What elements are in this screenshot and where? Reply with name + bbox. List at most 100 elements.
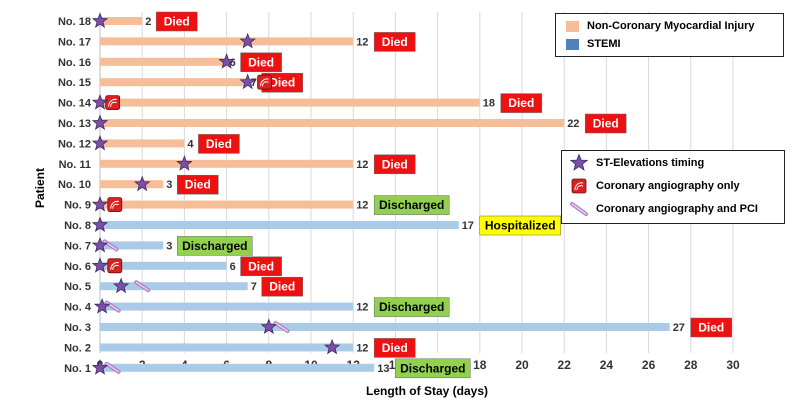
stay-bar: [100, 159, 354, 168]
stay-value-label: 18: [483, 98, 495, 110]
patient-row: No. 17 12 Died: [58, 32, 416, 52]
patient-row: No. 1 13 Discharged: [64, 358, 471, 379]
legend-label-non-coronary: Non-Coronary Myocardial Injury: [587, 20, 755, 32]
stay-value-label: 3: [166, 179, 172, 191]
patient-label: No. 16: [58, 57, 91, 69]
stay-bar: [100, 302, 354, 311]
outcome-badge: [395, 358, 471, 379]
star-icon: [218, 53, 235, 69]
stay-bar: [100, 78, 248, 87]
patient-row: No. 16 6 Died: [58, 52, 282, 73]
stay-value-label: 13: [377, 363, 389, 375]
outcome-label: Died: [269, 76, 295, 90]
stay-bar: [100, 180, 164, 189]
x-tick-label: 30: [726, 358, 740, 372]
y-axis-title: Patient: [33, 168, 47, 208]
patient-label: No. 7: [64, 240, 91, 252]
outcome-badge: [584, 113, 627, 134]
star-icon: [323, 338, 341, 355]
patient-row: No. 7 3 Discharged: [64, 236, 253, 256]
x-tick-label: 24: [600, 358, 614, 372]
stay-value-label: 7: [251, 77, 257, 89]
outcome-badge: [198, 134, 240, 154]
patient-row: No. 6 6 Died: [64, 256, 282, 277]
outcome-label: Died: [382, 35, 408, 49]
outcome-badge: [479, 215, 561, 236]
stay-value-label: 3: [166, 240, 172, 252]
patient-label: No. 8: [64, 220, 91, 232]
outcome-label: Died: [248, 55, 274, 69]
legend-item-angiography: Coronary angiography only: [566, 177, 740, 195]
star-icon: [91, 114, 109, 130]
legend-label-angiography: Coronary angiography only: [596, 180, 740, 192]
legend-item-st-elevation: ST-Elevations timing: [566, 154, 704, 172]
star-icon: [176, 155, 193, 171]
stay-bar: [100, 200, 354, 209]
star-icon: [239, 73, 256, 90]
outcome-label: Died: [248, 259, 274, 273]
outcome-label: Died: [382, 341, 408, 355]
star-icon: [91, 236, 109, 253]
outcome-badge: [373, 195, 450, 215]
outcome-label: Died: [185, 178, 211, 192]
star-icon: [260, 318, 278, 334]
angiography-icon-mark: [110, 200, 119, 209]
outcome-badge: [240, 256, 282, 277]
patient-row: No. 11 12 Died: [59, 154, 416, 175]
patient-row: No. 14 18 Died: [58, 93, 543, 113]
stay-value-label: 12: [356, 200, 368, 212]
angiography-icon-mark: [110, 262, 119, 270]
angiography-icon-mark: [260, 78, 269, 87]
outcome-label: Died: [698, 321, 724, 335]
outcome-badge: [373, 338, 416, 358]
outcome-label: Died: [269, 280, 295, 294]
patient-label: No. 6: [64, 261, 91, 273]
stay-bar: [100, 261, 227, 270]
star-icon: [91, 12, 109, 28]
group-legend: Non-Coronary Myocardial Injury STEMI: [555, 13, 784, 57]
stay-bar: [100, 241, 164, 250]
stay-value-label: 17: [462, 220, 474, 232]
outcome-label: Discharged: [400, 361, 465, 375]
stay-value-label: 6: [230, 261, 236, 273]
x-axis-title: Length of Stay (days): [366, 384, 488, 398]
stay-value-label: 2: [145, 16, 151, 28]
stay-value-label: 6: [230, 57, 236, 69]
outcome-label: Hospitalized: [485, 219, 556, 233]
legend-item-stemi: STEMI: [566, 38, 621, 50]
star-icon: [112, 277, 130, 294]
stay-bar: [100, 139, 185, 148]
patient-row: No. 15 7 Died: [58, 72, 303, 93]
stay-value-label: 12: [356, 302, 368, 314]
patient-row: No. 2 12 Died: [64, 338, 416, 358]
patient-label: No. 2: [64, 342, 91, 354]
patient-row: No. 5 7 Died: [64, 276, 303, 297]
patient-label: No. 4: [64, 302, 92, 314]
star-icon: [91, 257, 109, 273]
marker-legend: ST-Elevations timing Coronary angiograph…: [561, 150, 785, 224]
outcome-badge: [261, 276, 303, 297]
x-tick-label: 26: [642, 358, 656, 372]
legend-label-st-elevation: ST-Elevations timing: [596, 157, 705, 169]
outcome-badge: [240, 52, 282, 73]
patient-label: No. 13: [58, 118, 91, 130]
outcome-label: Died: [382, 157, 408, 171]
outcome-badge: [177, 236, 253, 256]
patient-row: No. 13 22 Died: [58, 113, 627, 134]
stay-value-label: 7: [251, 281, 257, 293]
star-icon: [91, 134, 109, 151]
patient-label: No. 10: [58, 179, 91, 191]
star-icon: [133, 175, 151, 192]
patient-label: No. 1: [64, 363, 91, 375]
stemi-swatch: [566, 38, 579, 50]
patient-label: No. 14: [58, 98, 92, 110]
stay-bar: [100, 119, 565, 127]
stay-bar: [100, 323, 670, 331]
patient-label: No. 9: [64, 200, 91, 212]
stay-value-label: 12: [356, 36, 368, 48]
patient-label: No. 3: [64, 322, 91, 334]
legend-label-stemi: STEMI: [587, 38, 621, 50]
star-icon: [566, 154, 592, 172]
x-tick-label: 20: [515, 358, 529, 372]
x-tick-label: 22: [558, 358, 572, 372]
